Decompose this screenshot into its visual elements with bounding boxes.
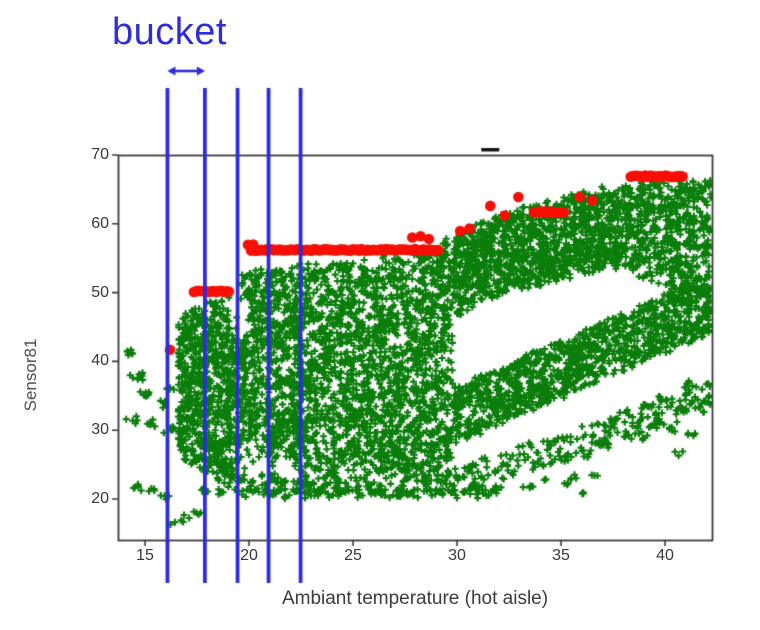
- y-tick-label: 20: [91, 490, 109, 507]
- x-axis-label: Ambiant temperature (hot aisle): [281, 588, 549, 609]
- x-tick-label: 30: [448, 547, 466, 564]
- y-tick-label: 70: [91, 146, 109, 163]
- bucket-annotation: bucket: [112, 11, 227, 53]
- y-tick-label: 30: [91, 421, 109, 439]
- x-tick-label: 25: [344, 547, 362, 564]
- y-axis-label: Sensor81: [21, 338, 40, 412]
- y-tick-label: 50: [91, 283, 109, 301]
- x-tick-label: 40: [656, 547, 674, 564]
- y-tick-label: 60: [91, 214, 109, 232]
- x-tick-label: 35: [552, 547, 570, 564]
- x-tick-label: 20: [240, 547, 258, 564]
- y-tick-label: 40: [91, 352, 109, 370]
- x-tick-label: 15: [136, 547, 154, 564]
